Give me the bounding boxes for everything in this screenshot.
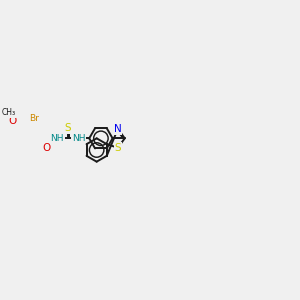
Text: O: O <box>8 116 17 125</box>
Text: NH: NH <box>72 134 85 143</box>
Text: CH₃: CH₃ <box>1 108 15 117</box>
Text: S: S <box>64 123 71 133</box>
Text: S: S <box>115 143 121 153</box>
Text: N: N <box>114 124 122 134</box>
Text: NH: NH <box>50 134 64 143</box>
Text: Br: Br <box>29 114 39 123</box>
Text: O: O <box>42 143 50 153</box>
